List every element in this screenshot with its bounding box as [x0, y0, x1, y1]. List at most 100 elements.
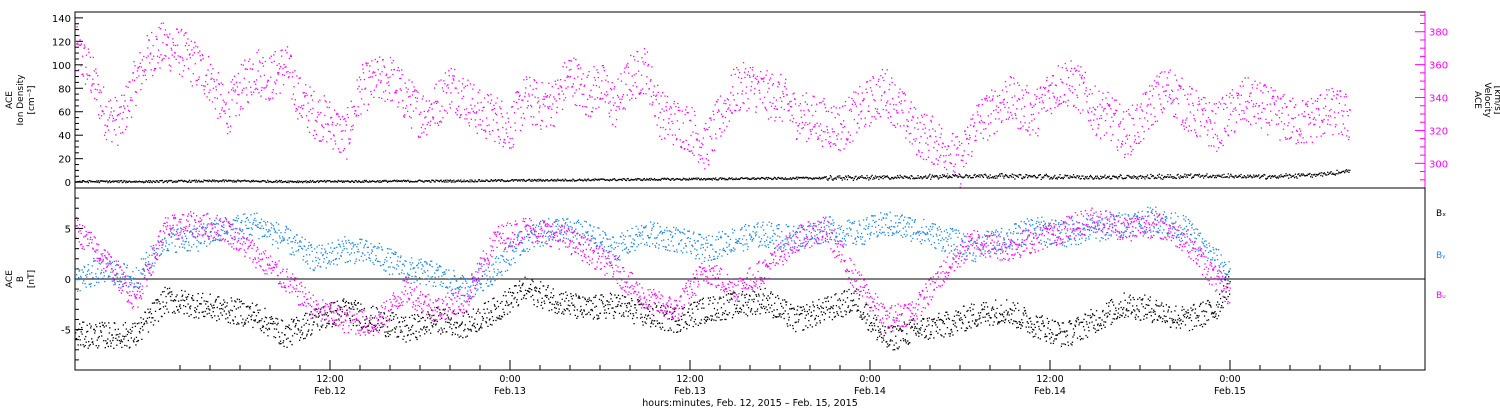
density-point — [171, 180, 173, 182]
b-point — [348, 306, 350, 309]
velocity-point — [1053, 95, 1055, 98]
density-point — [273, 181, 276, 183]
velocity-point — [982, 137, 985, 139]
velocity-point — [874, 107, 877, 110]
velocity-point — [923, 123, 925, 126]
b-point — [181, 295, 183, 298]
velocity-point — [331, 121, 334, 124]
velocity-point — [1193, 118, 1195, 120]
velocity-point — [538, 111, 540, 113]
density-point — [1310, 176, 1312, 178]
b-point — [356, 308, 359, 310]
velocity-point — [1346, 135, 1348, 137]
velocity-point — [628, 72, 630, 74]
velocity-point — [1064, 62, 1066, 65]
velocity-point — [1081, 78, 1083, 80]
velocity-point — [1236, 94, 1239, 97]
b-point — [395, 326, 398, 328]
velocity-point — [1085, 90, 1087, 92]
velocity-point — [873, 99, 875, 101]
velocity-point — [508, 147, 511, 149]
velocity-point — [1114, 112, 1116, 114]
velocity-point — [220, 93, 222, 96]
velocity-point — [1016, 108, 1018, 110]
density-point — [698, 177, 700, 179]
velocity-point — [966, 137, 968, 140]
velocity-point — [231, 79, 234, 81]
velocity-point — [397, 106, 399, 108]
velocity-point — [478, 109, 480, 111]
velocity-point — [353, 105, 355, 108]
velocity-point — [1070, 60, 1072, 62]
b-point — [304, 312, 307, 315]
velocity-point — [1157, 81, 1159, 83]
density-point — [770, 177, 772, 180]
velocity-point — [726, 125, 728, 128]
velocity-point — [1040, 86, 1042, 88]
velocity-point — [392, 59, 395, 62]
b-point — [334, 301, 336, 304]
velocity-point — [291, 98, 293, 100]
density-point — [1242, 176, 1245, 179]
velocity-point — [753, 93, 755, 95]
velocity-point — [1272, 95, 1274, 98]
density-point — [1126, 174, 1128, 177]
velocity-point — [716, 111, 719, 114]
velocity-point — [420, 126, 423, 129]
density-point — [1078, 175, 1081, 177]
velocity-point — [1221, 139, 1223, 142]
velocity-point — [1190, 93, 1192, 95]
velocity-point — [744, 76, 746, 79]
b-point — [185, 296, 187, 298]
velocity-point — [293, 86, 295, 88]
velocity-point — [545, 125, 548, 127]
b-point — [225, 313, 227, 315]
density-point — [1067, 177, 1070, 179]
velocity-point — [819, 123, 822, 125]
b-point — [255, 305, 257, 307]
velocity-point — [805, 122, 807, 124]
velocity-point — [1153, 80, 1156, 82]
density-point — [885, 176, 888, 178]
density-point — [363, 181, 365, 183]
velocity-point — [173, 44, 175, 46]
density-point — [1293, 176, 1296, 179]
density-point — [1117, 176, 1120, 178]
velocity-point — [593, 76, 596, 79]
velocity-point — [684, 114, 686, 116]
density-point — [1108, 175, 1110, 177]
density-series — [75, 169, 1351, 184]
density-point — [1301, 174, 1303, 176]
velocity-point — [1237, 92, 1240, 95]
velocity-point — [778, 81, 780, 84]
velocity-point — [934, 130, 936, 132]
velocity-point — [550, 124, 552, 126]
density-point — [1031, 175, 1033, 177]
density-point — [889, 178, 891, 180]
b-point — [440, 333, 442, 335]
velocity-point — [938, 143, 940, 145]
density-point — [559, 179, 561, 181]
density-point — [876, 176, 878, 178]
velocity-point — [756, 75, 758, 78]
velocity-point — [1091, 111, 1093, 113]
velocity-point — [417, 91, 419, 93]
velocity-point — [755, 111, 757, 113]
velocity-point — [99, 89, 101, 91]
density-point — [879, 175, 881, 178]
density-point — [685, 179, 687, 181]
density-point — [1326, 174, 1328, 176]
density-point — [1298, 173, 1300, 175]
velocity-point — [277, 73, 279, 75]
b-point — [263, 331, 265, 334]
density-point — [625, 179, 628, 182]
density-point — [1290, 176, 1292, 179]
velocity-point — [1207, 129, 1209, 131]
density-point — [902, 177, 905, 179]
density-point — [1230, 173, 1232, 175]
density-point — [997, 175, 999, 177]
b-point — [296, 333, 298, 335]
velocity-point — [426, 124, 428, 126]
velocity-point — [794, 98, 796, 101]
velocity-point — [482, 120, 484, 122]
